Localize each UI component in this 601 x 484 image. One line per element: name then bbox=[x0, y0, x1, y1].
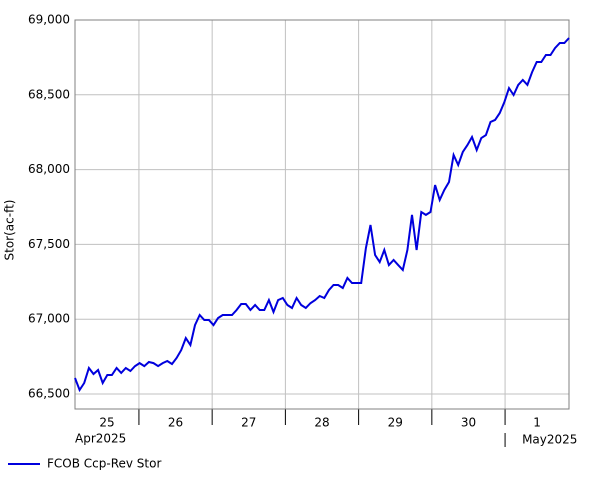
y-tick-label: 67,000 bbox=[28, 312, 70, 326]
y-tick-label: 67,500 bbox=[28, 237, 70, 251]
y-axis-label: Stor(ac-ft) bbox=[3, 200, 17, 261]
month-label: Apr2025 bbox=[75, 432, 126, 446]
x-tick-label: 28 bbox=[314, 416, 329, 430]
x-tick-label: 27 bbox=[241, 416, 256, 430]
y-tick-label: 68,500 bbox=[28, 87, 70, 101]
x-tick-label: 1 bbox=[533, 416, 541, 430]
x-tick-label: 26 bbox=[168, 416, 183, 430]
data-line bbox=[74, 37, 570, 393]
y-tick-label: 69,000 bbox=[28, 13, 70, 27]
y-tick-label: 66,500 bbox=[28, 387, 70, 401]
x-tick-label: 29 bbox=[388, 416, 403, 430]
plot-frame bbox=[74, 19, 570, 410]
legend-label: FCOB Ccp-Rev Stor bbox=[47, 457, 161, 471]
x-tick-label: 25 bbox=[99, 416, 114, 430]
x-tick-label: 30 bbox=[461, 416, 476, 430]
month-label: May2025 bbox=[522, 433, 577, 447]
y-tick-label: 68,000 bbox=[28, 162, 70, 176]
